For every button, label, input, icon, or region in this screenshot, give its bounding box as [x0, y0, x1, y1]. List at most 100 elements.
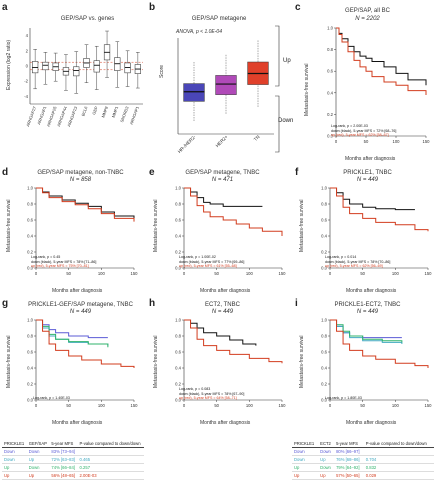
y-tick-label: 0.6	[321, 350, 327, 355]
panel-h-n: N = 449	[211, 309, 234, 315]
panel-i-legend-pvalue: Log-rank, p = 1.80E-03	[325, 396, 362, 400]
panel-b-brackets	[275, 25, 280, 153]
x-tick-label: 50	[66, 271, 71, 276]
y-tick-label: 0.8	[27, 334, 33, 339]
panel-letter-d: d	[2, 167, 9, 178]
table-row: Up Down 74% [66–84] 0.257	[2, 463, 144, 472]
y-tick-label: -4	[24, 94, 28, 99]
y-tick-label: 0.0	[321, 266, 327, 271]
x-tick-label: 150	[279, 271, 287, 276]
table-header-row: PRICKLE1 GEF/SAP 5-year MFS P-value comp…	[2, 440, 144, 448]
x-tick-label: 100	[246, 403, 254, 408]
y-tick-label: 0.4	[175, 366, 181, 371]
table-cell: 83% [73–94]	[49, 447, 78, 456]
x-tick-label: 0	[183, 271, 186, 276]
km-curve-down	[184, 319, 257, 346]
x-tick-label: 0	[35, 403, 38, 408]
km-curve-up	[36, 187, 135, 222]
panel-g-km-plot: 0.0 0.2 0.4 0.6 0.8 1.0 0 50 100 150	[27, 318, 139, 409]
y-tick-label: 0.6	[321, 218, 327, 223]
table-cell: 56% [48–65]	[49, 471, 78, 480]
x-tick-label: 0	[35, 271, 38, 276]
panel-e-xlabel: Months after diagnosis	[200, 288, 251, 294]
x-tick-label: HR-/HER2-	[177, 134, 197, 154]
panel-h-km-plot: 0.0 0.2 0.4 0.6 0.8 1.0 0 50 100 150	[175, 318, 287, 409]
y-tick-label: 0.4	[27, 366, 33, 371]
panel-letter-b: b	[149, 2, 156, 13]
x-tick-label: 0	[183, 403, 186, 408]
x-tick-label: 100	[392, 271, 400, 276]
y-tick-label: 1.0	[27, 318, 33, 323]
panel-c-legend: Log-rank, p = 2.00E-03 down (black), 5-y…	[331, 124, 396, 138]
panel-f-legend-pvalue: Log-rank, p = 0.014	[325, 255, 357, 259]
x-tick-label: 100	[246, 271, 254, 276]
x-tick-label: 150	[279, 403, 287, 408]
panel-letter-e: e	[149, 167, 155, 178]
panel-f-legend-down: down (black), 5-year MFS = 78% [70–86]	[325, 259, 391, 264]
table-cell: Down	[26, 447, 50, 456]
table-header: ECT2	[318, 440, 335, 448]
y-tick-label: 0.8	[327, 47, 333, 52]
y-tick-label: 0.2	[27, 382, 33, 387]
panel-d-km-plot: 0.0 0.2 0.4 0.6 0.8 1.0 0 50 100 150	[27, 186, 139, 277]
y-tick-label: 0.6	[27, 350, 33, 355]
table-cell: Up	[26, 471, 50, 480]
panel-b-annotation: ANOVA, p < 1.0E-04	[176, 29, 222, 35]
table-cell: Up	[2, 471, 27, 480]
table-cell: 57% [50–65]	[334, 471, 364, 480]
panel-g-ylabel: Metastasis-free survival	[6, 335, 12, 388]
panel-d-n: N = 858	[69, 177, 92, 183]
table-cell: 0.832	[363, 463, 434, 472]
table-cell: 0.257	[77, 463, 144, 472]
y-tick-label: 2	[26, 48, 29, 53]
x-tick-label: SNORD3	[119, 105, 130, 123]
y-tick-label: 1.0	[175, 186, 181, 191]
x-tick-label: ARHGAP1	[129, 105, 141, 125]
panel-h-ylabel: Metastasis-free survival	[153, 335, 159, 388]
x-tick-label: 50	[360, 271, 365, 276]
x-tick-label: 150	[131, 271, 139, 276]
x-tick-label: 100	[98, 403, 106, 408]
panel-g-legend-pvalue: Log-rank, p = 1.40E-03	[33, 396, 70, 400]
km-curve-up	[184, 319, 283, 364]
panel-f-n: N = 449	[356, 177, 379, 183]
panel-h-legend-pvalue: Log-rank, p = 0.083	[179, 387, 211, 391]
table-cell: Down	[2, 455, 27, 464]
km-curve-down	[330, 187, 415, 211]
table-cell: 0.704	[363, 455, 434, 464]
x-tick-label: ARHGAP1	[36, 105, 48, 125]
panel-c-km-plot: 0.0 0.2 0.4 0.6 0.8 1.0 0 50 100 150	[327, 26, 430, 145]
table-cell: Up	[292, 471, 319, 480]
x-tick-label: 50	[66, 403, 71, 408]
panel-g-table: PRICKLE1 GEF/SAP 5-year MFS P-value comp…	[2, 440, 144, 480]
panel-g-n: N = 449	[69, 309, 92, 315]
table-cell: 72% [63–83]	[49, 455, 78, 464]
panel-d-xlabel: Months after diagnosis	[52, 288, 103, 294]
y-tick-label: 0.8	[27, 202, 33, 207]
panel-e-legend-pvalue: Log-rank, p = 1.00E-02	[179, 255, 216, 259]
panel-d-legend: Log-rank, p = 0.45 down (black), 5-year …	[31, 255, 96, 269]
km-curve-down	[36, 187, 135, 219]
panel-f-km-plot: 0.0 0.2 0.4 0.6 0.8 1.0 0 50 100 150	[321, 186, 433, 277]
y-tick-label: 0.0	[27, 266, 33, 271]
panel-d-title: GEP/SAP metagene, non-TNBC	[37, 170, 124, 176]
panel-d-legend-pvalue: Log-rank, p = 0.45	[31, 255, 61, 259]
table-cell: Up	[2, 463, 27, 472]
table-row: Down Up 76% [68–86] 0.704	[292, 455, 434, 464]
table-header: 5-year MFS	[49, 440, 78, 448]
y-tick-label: 0.4	[27, 234, 33, 239]
y-tick-label: 0.0	[175, 398, 181, 403]
y-tick-label: 0.6	[27, 218, 33, 223]
table-header: PRICKLE1	[292, 440, 319, 448]
x-tick-label: 150	[131, 403, 139, 408]
km-curve-up-up	[36, 319, 135, 368]
panel-f-legend: Log-rank, p = 0.014 down (black), 5-year…	[325, 255, 390, 269]
y-tick-label: 0.8	[175, 202, 181, 207]
x-tick-label: 0	[329, 403, 332, 408]
x-tick-label: ARHGAP23	[66, 105, 78, 127]
km-curve-up-up	[330, 319, 429, 368]
x-tick-label: 150	[425, 271, 433, 276]
panel-i-n: N = 449	[356, 309, 379, 315]
y-tick-label: 0.2	[175, 382, 181, 387]
